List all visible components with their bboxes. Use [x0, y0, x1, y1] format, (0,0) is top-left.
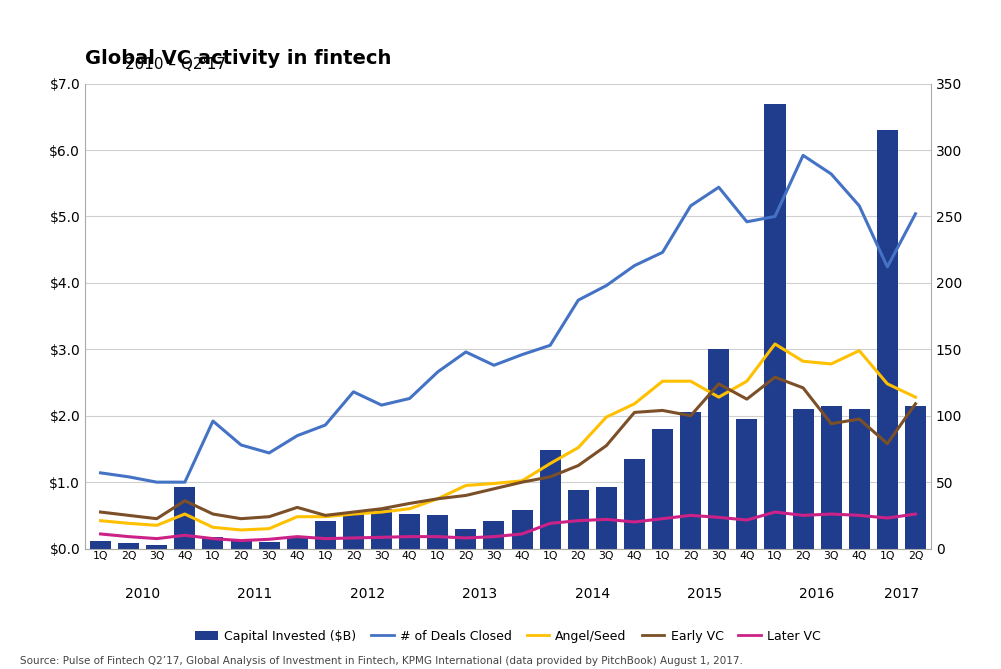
Bar	[258, 542, 279, 549]
Text: 2011: 2011	[237, 587, 272, 601]
Bar	[821, 406, 842, 549]
Text: 2016: 2016	[800, 587, 835, 601]
Bar	[680, 412, 702, 549]
Bar	[90, 541, 111, 549]
Text: 2013: 2013	[462, 587, 497, 601]
Bar	[905, 406, 926, 549]
Bar	[709, 349, 730, 549]
Bar	[793, 409, 814, 549]
Bar	[652, 429, 673, 549]
Legend: Capital Invested ($B), # of Deals Closed, Angel/Seed, Early VC, Later VC: Capital Invested ($B), # of Deals Closed…	[190, 625, 826, 648]
Text: 2010: 2010	[125, 587, 160, 601]
Bar	[455, 529, 476, 549]
Bar	[540, 450, 561, 549]
Text: 2015: 2015	[687, 587, 723, 601]
Bar	[399, 514, 420, 549]
Bar	[624, 459, 645, 549]
Bar	[146, 545, 167, 549]
Text: Source: Pulse of Fintech Q2’17, Global Analysis of Investment in Fintech, KPMG I: Source: Pulse of Fintech Q2’17, Global A…	[20, 656, 743, 666]
Text: 2010 – Q2'17: 2010 – Q2'17	[125, 57, 226, 72]
Bar	[314, 520, 336, 549]
Bar	[568, 490, 589, 549]
Bar	[343, 514, 364, 549]
Bar	[765, 104, 786, 549]
Bar	[371, 508, 392, 549]
Bar	[512, 510, 533, 549]
Bar	[877, 130, 898, 549]
Bar	[737, 419, 758, 549]
Text: 2012: 2012	[350, 587, 385, 601]
Bar	[286, 537, 307, 549]
Bar	[230, 540, 251, 549]
Bar	[427, 515, 448, 549]
Bar	[483, 520, 505, 549]
Text: 2014: 2014	[575, 587, 610, 601]
Bar	[596, 488, 617, 549]
Bar	[849, 409, 870, 549]
Bar	[118, 543, 139, 549]
Text: 2017: 2017	[884, 587, 919, 601]
Bar	[202, 537, 223, 549]
Text: Global VC activity in fintech: Global VC activity in fintech	[85, 50, 391, 68]
Bar	[174, 488, 195, 549]
